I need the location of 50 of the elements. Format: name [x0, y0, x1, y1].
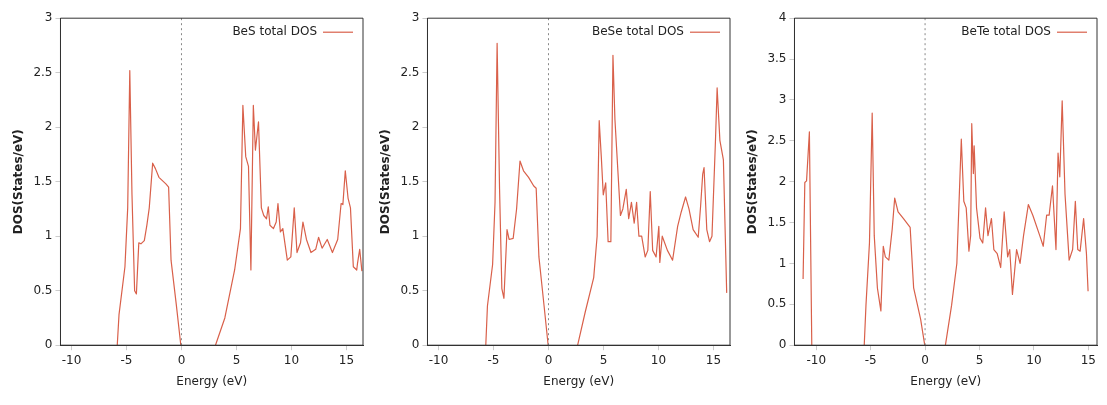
x-tick-label: 10	[283, 352, 300, 367]
x-tick-label: 5	[232, 352, 241, 367]
y-tick-label: 2.5	[33, 64, 53, 79]
y-tick-label: 0.5	[767, 296, 787, 311]
y-tick-label: 3	[778, 92, 787, 107]
y-tick-label: 3	[411, 10, 420, 25]
y-tick-label: 0.5	[400, 282, 420, 297]
y-tick-label: 0	[411, 337, 420, 352]
y-tick-label: 3.5	[767, 51, 787, 66]
x-tick-label: -5	[864, 352, 877, 367]
x-tick-label: -10	[61, 352, 82, 367]
y-axis-title: DOS(States/eV)	[11, 129, 26, 235]
y-tick-label: 1.5	[400, 173, 420, 188]
y-tick-label: 2.5	[767, 132, 787, 147]
x-tick-label: 0	[921, 352, 929, 367]
y-tick-label: 2	[411, 119, 420, 134]
x-tick-label: 15	[705, 352, 722, 367]
x-tick-label: 0	[544, 352, 553, 367]
x-tick-label: -10	[806, 352, 827, 367]
x-tick-label: 5	[599, 352, 608, 367]
y-axis-title: DOS(States/eV)	[745, 129, 760, 235]
x-tick-label: -10	[428, 352, 449, 367]
legend-label: BeTe total DOS	[961, 24, 1051, 39]
x-tick-label: 5	[975, 352, 984, 367]
y-tick-label: 1	[778, 255, 787, 270]
x-tick-label: 0	[177, 352, 186, 367]
y-tick-label: 0.5	[33, 282, 53, 297]
legend-label: BeSe total DOS	[592, 24, 684, 39]
x-tick-label: 15	[1080, 352, 1096, 367]
x-axis-title: Energy (eV)	[176, 373, 248, 388]
y-tick-label: 2	[44, 119, 53, 134]
y-tick-label: 3	[44, 10, 53, 25]
x-tick-label: 10	[650, 352, 667, 367]
y-tick-label: 0	[778, 337, 787, 352]
y-tick-label: 1	[411, 228, 420, 243]
y-tick-label: 1	[44, 228, 53, 243]
y-tick-label: 4	[778, 10, 787, 25]
x-tick-label: 10	[1026, 352, 1042, 367]
legend-label: BeS total DOS	[232, 24, 317, 39]
y-axis-title: DOS(States/eV)	[378, 129, 393, 235]
y-tick-label: 2	[778, 173, 787, 188]
x-axis-title: Energy (eV)	[910, 373, 982, 388]
x-tick-label: 15	[338, 352, 355, 367]
x-tick-label: -5	[120, 352, 133, 367]
y-tick-label: 2.5	[400, 64, 420, 79]
x-tick-label: -5	[487, 352, 500, 367]
y-tick-label: 0	[44, 337, 53, 352]
x-axis-title: Energy (eV)	[543, 373, 615, 388]
y-tick-label: 1.5	[767, 214, 787, 229]
y-tick-label: 1.5	[33, 173, 53, 188]
